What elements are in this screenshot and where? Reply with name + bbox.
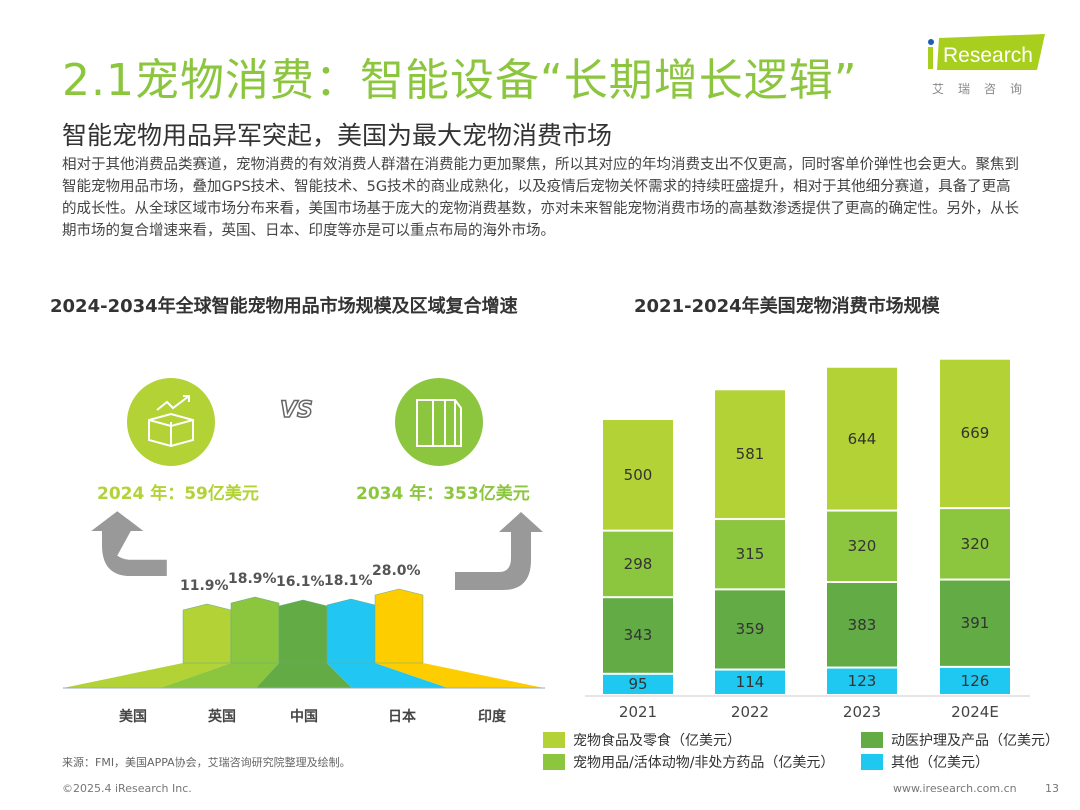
legend-item: 其他（亿美元） <box>861 752 989 772</box>
region-cagr-graphic <box>63 588 545 689</box>
bar-segment <box>940 359 1010 508</box>
body-paragraph: 相对于其他消费品类赛道，宠物消费的有效消费人群潜在消费能力更加聚焦，所以其对应的… <box>62 157 1019 239</box>
region-bar-2 <box>278 599 328 664</box>
bar-value-label: 315 <box>735 545 765 564</box>
website-link[interactable]: www.iresearch.com.cn <box>893 782 1017 795</box>
bar-segment <box>827 668 897 694</box>
legend-item: 动医护理及产品（亿美元） <box>861 730 1059 750</box>
legend-label: 宠物食品及零食（亿美元） <box>573 733 741 749</box>
region-name: 中国 <box>290 709 318 725</box>
legend-swatch <box>861 754 883 770</box>
region-cagr-label: 11.9% <box>180 578 229 594</box>
bar-segment <box>715 670 785 694</box>
region-floor-2 <box>256 663 352 688</box>
legend-label: 动医护理及产品（亿美元） <box>891 733 1059 749</box>
region-name: 日本 <box>388 709 416 725</box>
bar-segment <box>603 531 673 597</box>
bar-segment <box>940 667 1010 694</box>
bar-segment <box>715 390 785 519</box>
region-cagr-label: 28.0% <box>372 563 421 579</box>
bar-value-label: 359 <box>735 620 765 639</box>
buildings-icon <box>395 378 483 466</box>
bar-segment <box>940 509 1010 579</box>
box-growth-icon <box>127 378 215 466</box>
stacked-bar-chart <box>585 359 1030 697</box>
bar-segment <box>940 580 1010 666</box>
x-tick-label: 2023 <box>842 703 882 721</box>
bar-segment <box>715 520 785 589</box>
bar-value-label: 298 <box>623 554 653 573</box>
right-chart-title: 2021-2024年美国宠物消费市场规模 <box>634 296 940 317</box>
section-subtitle: 智能宠物用品异军突起，美国为最大宠物消费市场 <box>62 121 613 150</box>
region-cagr-label: 18.1% <box>324 573 373 589</box>
bar-value-label: 123 <box>847 672 877 691</box>
bar-segment <box>827 583 897 667</box>
bar-value-label: 114 <box>735 673 765 692</box>
region-name: 印度 <box>478 709 506 725</box>
x-tick-label: 2021 <box>618 703 658 721</box>
region-bar-4 <box>374 588 424 664</box>
svg-text:Research: Research <box>943 44 1033 67</box>
bar-segment <box>827 367 897 510</box>
left-chart-title: 2024-2034年全球智能宠物用品市场规模及区域复合增速 <box>50 296 518 317</box>
bar-segment <box>827 511 897 582</box>
bar-value-label: 383 <box>847 615 877 634</box>
bar-segment <box>603 598 673 673</box>
start-size-label: 2024 年：59亿美元 <box>97 484 259 504</box>
source-note: 来源：FMI，美国APPA协会，艾瑞咨询研究院整理及绘制。 <box>62 756 351 769</box>
legend-swatch <box>861 732 883 748</box>
bar-value-label: 126 <box>960 671 990 690</box>
copyright: ©2025.4 iResearch Inc. <box>62 782 192 795</box>
region-floor-4 <box>375 663 544 688</box>
logo-subtitle: 艾瑞咨询 <box>932 82 1037 96</box>
legend-label: 宠物用品/活体动物/非处方药品（亿美元） <box>573 755 835 771</box>
bar-value-label: 320 <box>960 534 990 553</box>
bar-value-label: 343 <box>623 626 653 645</box>
region-bar-3 <box>326 598 376 664</box>
page-title: 2.1宠物消费：智能设备“长期增长逻辑” <box>62 55 858 106</box>
end-size-label: 2034 年：353亿美元 <box>356 484 530 504</box>
bar-segment <box>603 674 673 694</box>
legend-swatch <box>543 754 565 770</box>
region-floor-3 <box>327 663 448 688</box>
iresearch-logo: Research <box>928 34 1045 70</box>
region-bar-1 <box>230 596 280 664</box>
region-bar-0 <box>182 603 232 664</box>
legend-item: 宠物用品/活体动物/非处方药品（亿美元） <box>543 752 834 772</box>
vs-label: VS <box>279 397 313 424</box>
legend-item: 宠物食品及零食（亿美元） <box>543 730 741 750</box>
bar-value-label: 95 <box>628 675 648 694</box>
bar-segment <box>715 590 785 669</box>
bar-value-label: 391 <box>960 614 990 633</box>
region-floor-1 <box>160 663 279 688</box>
x-tick-label: 2024E <box>951 703 999 721</box>
arrow-up-left-icon <box>91 511 167 576</box>
bar-value-label: 581 <box>735 445 765 464</box>
bar-value-label: 644 <box>847 429 877 448</box>
bar-segment <box>603 420 673 530</box>
bar-value-label: 669 <box>960 424 990 443</box>
region-name: 英国 <box>208 709 236 725</box>
region-cagr-label: 16.1% <box>276 574 325 590</box>
region-floor-0 <box>63 663 231 688</box>
legend-label: 其他（亿美元） <box>891 755 989 771</box>
bar-value-label: 500 <box>623 465 653 484</box>
legend-swatch <box>543 732 565 748</box>
region-name: 美国 <box>119 709 147 725</box>
bar-value-label: 320 <box>847 537 877 556</box>
x-tick-label: 2022 <box>730 703 770 721</box>
region-cagr-label: 18.9% <box>228 571 277 587</box>
arrow-up-right-icon <box>455 512 543 590</box>
page-number: 13 <box>1045 782 1059 795</box>
